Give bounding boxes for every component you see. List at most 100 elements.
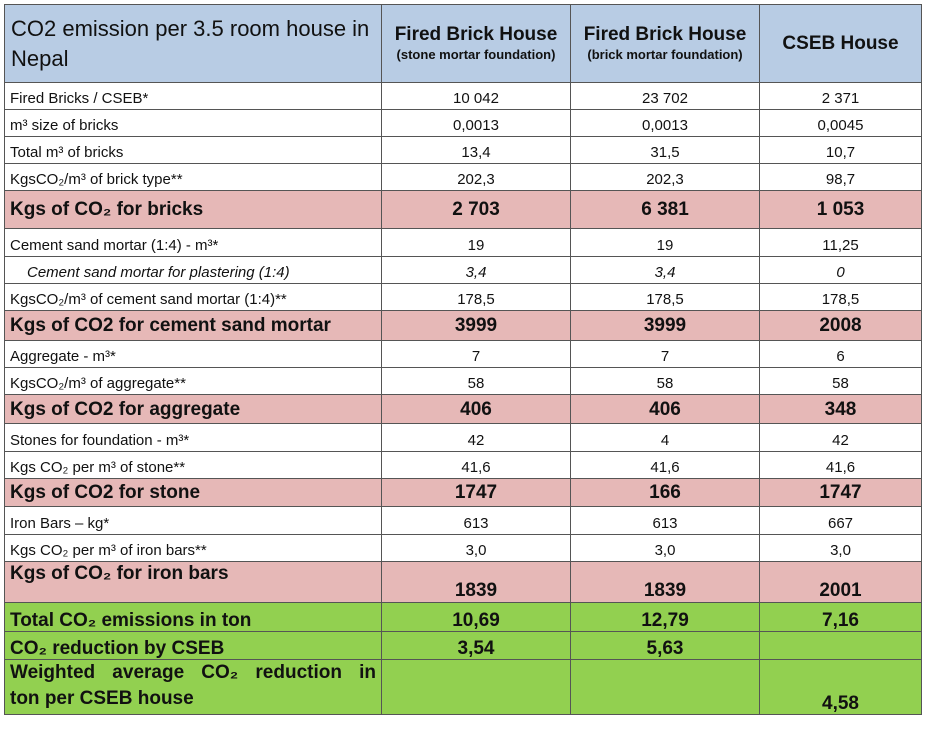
table-row: Stones for foundation - m³* 42 4 42: [4, 423, 922, 452]
cell-value: 202,3: [570, 163, 760, 191]
cell-value: 3999: [381, 310, 571, 341]
cell-value: 5,63: [570, 631, 760, 660]
table-row: KgsCO₂/m³ of brick type** 202,3 202,3 98…: [4, 163, 922, 191]
table-row: Total m³ of bricks 13,4 31,5 10,7: [4, 136, 922, 164]
table-row: Cement sand mortar for plastering (1:4) …: [4, 256, 922, 284]
row-label: Aggregate - m³*: [4, 340, 382, 368]
row-label: Kgs CO₂ per m³ of iron bars**: [4, 534, 382, 562]
total-row-emissions: Total CO₂ emissions in ton 10,69 12,79 7…: [4, 602, 922, 632]
cell-value: 178,5: [759, 283, 922, 311]
cell-value: 19: [381, 228, 571, 257]
table-row: KgsCO₂/m³ of aggregate** 58 58 58: [4, 367, 922, 395]
cell-value: 1747: [381, 478, 571, 507]
column-header-cseb: CSEB House: [759, 4, 922, 83]
table-row: Kgs CO₂ per m³ of stone** 41,6 41,6 41,6: [4, 451, 922, 479]
cell-value: 41,6: [759, 451, 922, 479]
cell-value: 2 371: [759, 82, 922, 110]
cell-value: 3,0: [381, 534, 571, 562]
row-label: CO₂ reduction by CSEB: [4, 631, 382, 660]
column-header-fired-brick-brick: Fired Brick House (brick mortar foundati…: [570, 4, 760, 83]
table-row: Kgs CO₂ per m³ of iron bars** 3,0 3,0 3,…: [4, 534, 922, 562]
co2-emission-table: CO2 emission per 3.5 room house in Nepal…: [4, 4, 922, 715]
row-label: Kgs of CO₂ for bricks: [4, 190, 382, 229]
cell-value: 2001: [759, 561, 922, 603]
row-label: Fired Bricks / CSEB*: [4, 82, 382, 110]
total-row-weighted-average: Weighted average CO₂ reduction in ton pe…: [4, 659, 922, 715]
cell-value: 58: [570, 367, 760, 395]
cell-value: [381, 659, 571, 715]
cell-value: 406: [570, 394, 760, 424]
row-label: Cement sand mortar for plastering (1:4): [4, 256, 382, 284]
cell-value: 6: [759, 340, 922, 368]
row-label: m³ size of bricks: [4, 109, 382, 137]
cell-value: 178,5: [381, 283, 571, 311]
cell-value: 7: [570, 340, 760, 368]
cell-value: 178,5: [570, 283, 760, 311]
cell-value: 1 053: [759, 190, 922, 229]
cell-value: 1839: [570, 561, 760, 603]
cell-value: [570, 659, 760, 715]
column-header-sub: (stone mortar foundation): [396, 46, 556, 62]
cell-value: 10,7: [759, 136, 922, 164]
subtotal-row-mortar: Kgs of CO2 for cement sand mortar 3999 3…: [4, 310, 922, 341]
cell-value: 667: [759, 506, 922, 535]
cell-value: 6 381: [570, 190, 760, 229]
cell-value: 7: [381, 340, 571, 368]
row-label: Stones for foundation - m³*: [4, 423, 382, 452]
table-row: Aggregate - m³* 7 7 6: [4, 340, 922, 368]
cell-value: 41,6: [381, 451, 571, 479]
subtotal-row-iron-bars: Kgs of CO₂ for iron bars 1839 1839 2001: [4, 561, 922, 603]
row-label: KgsCO₂/m³ of cement sand mortar (1:4)**: [4, 283, 382, 311]
cell-value: 23 702: [570, 82, 760, 110]
column-header-sub: (brick mortar foundation): [587, 46, 743, 62]
cell-value: 3,0: [759, 534, 922, 562]
row-label: Kgs of CO2 for aggregate: [4, 394, 382, 424]
cell-value: 42: [759, 423, 922, 452]
cell-value: 42: [381, 423, 571, 452]
cell-value: 613: [570, 506, 760, 535]
table-row: Iron Bars – kg* 613 613 667: [4, 506, 922, 535]
table-row: m³ size of bricks 0,0013 0,0013 0,0045: [4, 109, 922, 137]
cell-value: 1747: [759, 478, 922, 507]
row-label: Cement sand mortar (1:4) - m³*: [4, 228, 382, 257]
cell-value: 3,4: [570, 256, 760, 284]
cell-value: 1839: [381, 561, 571, 603]
subtotal-row-stone: Kgs of CO2 for stone 1747 166 1747: [4, 478, 922, 507]
cell-value: 58: [759, 367, 922, 395]
row-label: KgsCO₂/m³ of brick type**: [4, 163, 382, 191]
column-header-fired-brick-stone: Fired Brick House (stone mortar foundati…: [381, 4, 571, 83]
row-label-line2: ton per CSEB house: [10, 688, 194, 709]
table-row: KgsCO₂/m³ of cement sand mortar (1:4)** …: [4, 283, 922, 311]
row-label: Kgs of CO2 for cement sand mortar: [4, 310, 382, 341]
cell-value: 58: [381, 367, 571, 395]
cell-value: 3,0: [570, 534, 760, 562]
column-header-main: Fired Brick House: [583, 23, 747, 45]
subtotal-row-aggregate: Kgs of CO2 for aggregate 406 406 348: [4, 394, 922, 424]
row-label: Kgs CO₂ per m³ of stone**: [4, 451, 382, 479]
cell-value: 98,7: [759, 163, 922, 191]
cell-value: 0,0045: [759, 109, 922, 137]
cell-value: 10,69: [381, 602, 571, 632]
row-label: Total CO₂ emissions in ton: [4, 602, 382, 632]
cell-value: 4,58: [759, 659, 922, 715]
table-row: Fired Bricks / CSEB* 10 042 23 702 2 371: [4, 82, 922, 110]
cell-value: 4: [570, 423, 760, 452]
column-header-main: Fired Brick House: [394, 23, 558, 45]
row-label: Weighted average CO₂ reduction in ton pe…: [4, 659, 382, 715]
cell-value: 406: [381, 394, 571, 424]
table-row: Cement sand mortar (1:4) - m³* 19 19 11,…: [4, 228, 922, 257]
total-row-reduction: CO₂ reduction by CSEB 3,54 5,63: [4, 631, 922, 660]
cell-value: 3999: [570, 310, 760, 341]
row-label-line1: Weighted average CO₂ reduction in: [10, 662, 376, 683]
cell-value: 0: [759, 256, 922, 284]
row-label: Iron Bars – kg*: [4, 506, 382, 535]
cell-value: 41,6: [570, 451, 760, 479]
cell-value: 2 703: [381, 190, 571, 229]
cell-value: 2008: [759, 310, 922, 341]
cell-value: 166: [570, 478, 760, 507]
cell-value: 3,54: [381, 631, 571, 660]
cell-value: 13,4: [381, 136, 571, 164]
cell-value: 11,25: [759, 228, 922, 257]
cell-value: 7,16: [759, 602, 922, 632]
cell-value: 19: [570, 228, 760, 257]
